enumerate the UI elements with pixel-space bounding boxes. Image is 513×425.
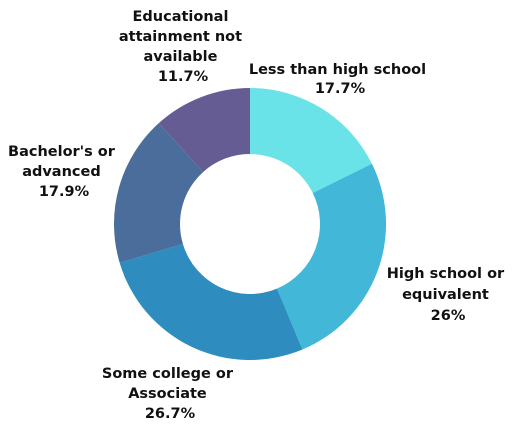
label-line: Less than high school xyxy=(249,62,426,78)
label-line: High school or xyxy=(387,266,505,282)
label-high-school-or-equivalent: High school or equivalent 26% xyxy=(387,266,510,324)
label-line: attainment not xyxy=(119,29,242,45)
label-line: Associate xyxy=(128,386,207,402)
label-line: Educational xyxy=(133,9,229,25)
donut-slice-educational-attainment-not-available xyxy=(158,88,250,173)
donut-slice-bachelor-s-or-advanced xyxy=(113,123,204,263)
label-value: 26% xyxy=(431,308,466,324)
donut-slices xyxy=(113,88,386,360)
label-line: Some college or xyxy=(102,366,234,382)
label-line: equivalent xyxy=(402,287,489,303)
slice-labels: Less than high school 17.7% High school … xyxy=(8,9,510,422)
label-some-college-or-associate: Some college or Associate 26.7% xyxy=(102,366,238,422)
donut-slice-some-college-or-associate xyxy=(119,243,303,360)
label-line: available xyxy=(144,49,218,65)
label-bachelors-or-advanced: Bachelor's or advanced 17.9% xyxy=(8,144,120,200)
label-line: Bachelor's or xyxy=(8,144,116,160)
label-value: 17.7% xyxy=(315,81,366,97)
donut-slice-less-than-high-school xyxy=(250,88,372,194)
label-educational-attainment-not-available: Educational attainment not available 11.… xyxy=(119,9,247,85)
label-value: 26.7% xyxy=(145,406,196,422)
donut-slice-high-school-or-equivalent xyxy=(276,163,386,350)
label-less-than-high-school: Less than high school 17.7% xyxy=(249,62,431,97)
label-value: 17.9% xyxy=(39,184,90,200)
label-line: advanced xyxy=(22,164,101,180)
label-value: 11.7% xyxy=(158,69,209,85)
